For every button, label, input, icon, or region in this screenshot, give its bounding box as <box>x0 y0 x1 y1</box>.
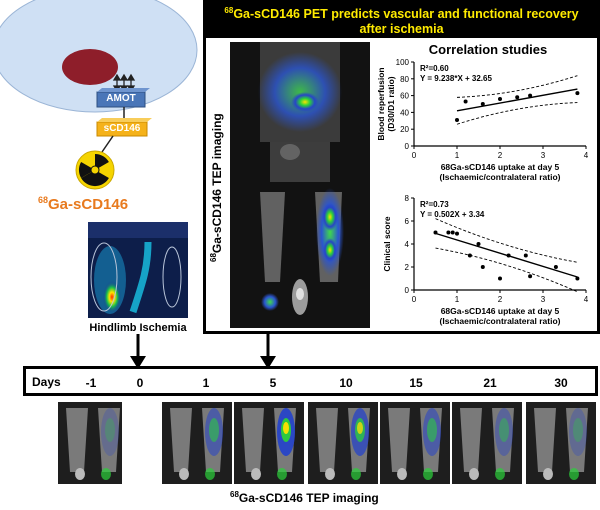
hindlimb-label: Hindlimb Ischemia <box>89 322 187 334</box>
radioactive-icon <box>75 150 115 190</box>
confidence-band-lower <box>435 247 578 293</box>
x-tick-label: 4 <box>584 151 589 160</box>
data-point <box>433 230 438 235</box>
data-point <box>523 253 528 258</box>
days-timeline: Days -1 0 1 5 10 15 21 30 <box>23 366 598 396</box>
confidence-band-lower <box>456 102 578 125</box>
y-tick-label: 6 <box>405 217 410 226</box>
arrow-down-icon <box>260 334 276 369</box>
hindlimb-scan <box>88 222 188 318</box>
fit-line <box>456 88 578 112</box>
correlation-title: Correlation studies <box>428 42 548 57</box>
y-tick-label: 2 <box>405 263 410 272</box>
clinical-score-chart: 0 1 2 3 4 0 2 4 6 8 R²=0.73Y = 0.502X + 3.34 68Ga-s… <box>382 194 589 326</box>
data-point <box>446 230 451 235</box>
data-point <box>476 242 481 246</box>
y-tick-label: 60 <box>400 92 409 101</box>
x-tick-label: 3 <box>541 295 546 304</box>
y-tick-label: 40 <box>400 108 409 117</box>
x-axis-label-line2: (Ischaemic/contralateral ratio) <box>440 172 561 182</box>
pet-thumbnail <box>452 402 522 484</box>
scd146-label: sCD146 <box>103 123 141 134</box>
data-point <box>455 231 459 236</box>
x-tick-label: 1 <box>455 295 460 304</box>
x-axis-label: 68Ga-sCD146 uptake at day 5 <box>441 306 560 316</box>
data-point <box>480 102 485 106</box>
x-tick-label: 2 <box>498 151 503 160</box>
r2-annotation: R²=0.60 <box>420 64 449 73</box>
x-tick-label: 1 <box>455 151 460 160</box>
y-tick-label: 0 <box>405 286 410 295</box>
confidence-band-upper <box>456 75 578 98</box>
data-point <box>553 265 558 269</box>
y-tick-label: 4 <box>405 240 410 249</box>
day-label: -1 <box>85 376 97 390</box>
fit-line <box>435 232 578 278</box>
day-label: 5 <box>269 376 277 390</box>
day-label: 0 <box>136 376 144 390</box>
x-tick-label: 0 <box>412 151 417 160</box>
x-tick-label: 4 <box>584 295 589 304</box>
pet-thumbnail <box>526 402 596 484</box>
equation-annotation: Y = 9.238*X + 32.65 <box>420 74 492 83</box>
y-tick-label: 20 <box>400 125 409 134</box>
data-point <box>450 230 455 235</box>
data-point <box>498 276 502 281</box>
pet-thumbnail <box>58 402 122 484</box>
data-point <box>455 117 459 122</box>
r2-annotation: R²=0.73 <box>420 200 449 209</box>
data-point <box>480 265 485 269</box>
pet-whole-body-image <box>230 42 370 328</box>
panel-title: 68Ga-sCD146 PET predicts vascular and fu… <box>203 0 600 38</box>
y-tick-label: 100 <box>396 58 410 67</box>
data-point <box>575 276 580 281</box>
cell-diagram <box>0 0 198 190</box>
nucleus <box>62 49 118 85</box>
timeline-footer-label: 68Ga-sCD146 TEP imaging <box>230 490 379 505</box>
day-label: 10 <box>339 376 353 390</box>
data-point <box>463 99 468 104</box>
equation-annotation: Y = 0.502X + 3.34 <box>420 210 485 219</box>
days-label: Days <box>32 375 61 389</box>
y-tick-label: 80 <box>400 75 409 84</box>
pet-thumbnail <box>308 402 378 484</box>
day-label: 30 <box>554 376 568 390</box>
x-tick-label: 0 <box>412 295 417 304</box>
amot-label: AMOT <box>106 93 136 104</box>
confidence-band-upper <box>435 218 578 263</box>
day-label: 21 <box>483 376 497 390</box>
pet-thumbnail <box>162 402 232 484</box>
y-axis-label-line2: (D30/D1 ratio) <box>386 76 396 131</box>
tracer-label: 68Ga-sCD146 <box>38 195 129 213</box>
data-point <box>575 91 580 96</box>
pet-thumbnail <box>234 402 304 484</box>
day-label: 1 <box>202 376 210 390</box>
pet-thumbnail <box>380 402 450 484</box>
data-point <box>467 253 472 258</box>
x-tick-label: 2 <box>498 295 503 304</box>
y-tick-label: 8 <box>405 194 410 203</box>
y-axis-label: Clinical score <box>382 216 392 272</box>
x-axis-label: 68Ga-sCD146 uptake at day 5 <box>441 162 560 172</box>
data-point <box>498 96 502 101</box>
x-tick-label: 3 <box>541 151 546 160</box>
data-point <box>515 95 520 100</box>
pet-side-label: 68Ga-sCD146 TEP imaging <box>209 113 224 262</box>
data-point <box>506 253 511 258</box>
y-tick-label: 0 <box>405 142 410 151</box>
arrow-down-icon <box>130 334 146 369</box>
y-axis-label: Blood reperfusion <box>376 67 386 140</box>
data-point <box>528 274 533 279</box>
data-point <box>528 93 533 98</box>
x-axis-label-line2: (Ischaemic/contralateral ratio) <box>440 316 561 326</box>
day-label: 15 <box>409 376 423 390</box>
